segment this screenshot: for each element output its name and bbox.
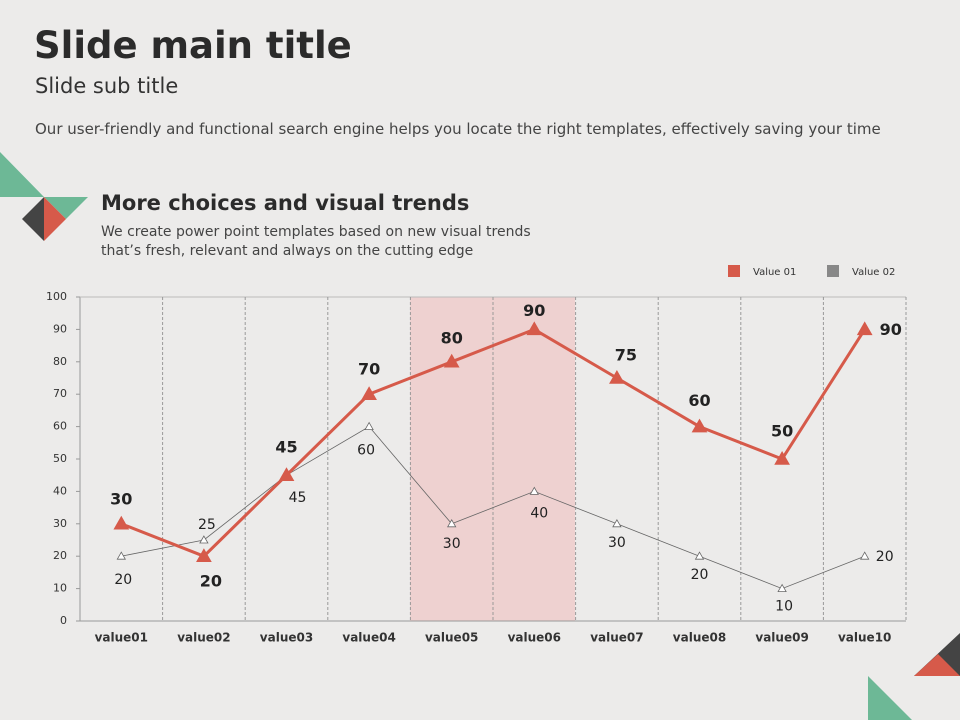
triangle xyxy=(44,197,66,241)
data-label: 20 xyxy=(876,549,894,565)
marker xyxy=(774,450,790,465)
y-tick-label: 0 xyxy=(60,614,67,627)
y-tick-label: 60 xyxy=(53,420,67,433)
x-tick-label: value09 xyxy=(755,631,808,645)
data-label: 50 xyxy=(771,422,793,441)
y-tick-label: 10 xyxy=(53,582,67,595)
data-label: 25 xyxy=(198,517,216,533)
marker xyxy=(612,518,622,528)
data-label: 60 xyxy=(357,443,375,459)
data-label: 60 xyxy=(688,391,710,410)
legend-label: Value 01 xyxy=(753,267,796,278)
marker xyxy=(199,535,209,544)
chart-title: More choices and visual trends xyxy=(101,191,470,215)
data-label: 90 xyxy=(880,320,902,339)
triangle xyxy=(44,197,88,219)
x-tick-label: value03 xyxy=(260,631,313,645)
x-tick-label: value10 xyxy=(838,631,891,645)
y-tick-label: 50 xyxy=(53,452,67,465)
data-label: 20 xyxy=(200,572,222,591)
triangle xyxy=(868,676,912,720)
triangle xyxy=(0,152,44,197)
series-line xyxy=(120,327,866,558)
x-tick-label: value07 xyxy=(590,631,643,645)
data-label: 90 xyxy=(523,301,545,320)
marker xyxy=(447,518,457,528)
marker xyxy=(856,321,873,336)
series-line xyxy=(121,426,865,590)
y-tick-label: 100 xyxy=(46,290,67,303)
marker xyxy=(609,369,625,384)
marker xyxy=(364,421,374,431)
data-label: 20 xyxy=(114,572,132,588)
data-label: 30 xyxy=(110,489,132,508)
data-label: 40 xyxy=(530,505,548,521)
legend-swatch xyxy=(728,265,740,277)
body-text: Our user-friendly and functional search … xyxy=(35,120,881,138)
marker xyxy=(777,583,787,592)
x-tick-label: value05 xyxy=(425,631,478,645)
data-label: 75 xyxy=(615,346,637,365)
data-label: 30 xyxy=(443,536,461,552)
y-tick-label: 70 xyxy=(53,387,67,400)
data-label: 20 xyxy=(691,567,709,583)
marker xyxy=(196,548,212,562)
marker xyxy=(361,386,377,400)
triangle xyxy=(22,197,44,241)
marker xyxy=(691,418,708,433)
x-tick-label: value08 xyxy=(673,631,726,645)
y-tick-label: 80 xyxy=(53,355,67,368)
subtitle: Slide sub title xyxy=(35,74,179,98)
triangle xyxy=(914,654,960,676)
data-label: 80 xyxy=(441,328,463,347)
marker xyxy=(113,515,130,530)
y-tick-label: 40 xyxy=(53,484,67,497)
data-label: 45 xyxy=(289,490,307,506)
y-tick-label: 90 xyxy=(53,322,67,335)
data-label: 30 xyxy=(608,535,626,551)
marker xyxy=(694,551,705,560)
data-label: 10 xyxy=(775,599,793,615)
marker xyxy=(278,467,295,481)
marker xyxy=(529,486,539,495)
marker xyxy=(116,551,126,560)
y-tick-label: 30 xyxy=(53,517,67,530)
marker xyxy=(526,321,543,336)
title: Slide main title xyxy=(34,24,352,67)
data-label: 45 xyxy=(275,438,297,457)
marker xyxy=(860,551,870,560)
x-tick-label: value04 xyxy=(342,631,395,645)
marker xyxy=(443,353,460,368)
x-tick-label: value06 xyxy=(508,631,561,645)
legend-swatch xyxy=(827,265,839,277)
x-tick-label: value01 xyxy=(95,631,148,645)
y-tick-label: 20 xyxy=(53,549,67,562)
legend-label: Value 02 xyxy=(852,267,895,278)
data-label: 70 xyxy=(358,360,380,379)
x-tick-label: value02 xyxy=(177,631,230,645)
chart-subtitle: We create power point templates based on… xyxy=(101,224,531,259)
